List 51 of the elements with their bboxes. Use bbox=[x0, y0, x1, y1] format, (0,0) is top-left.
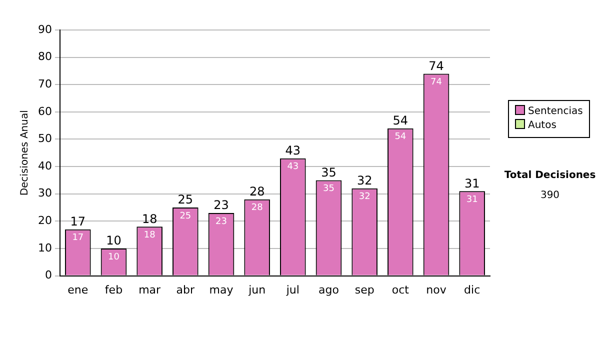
x-tick-label: mar bbox=[138, 283, 162, 296]
y-tick-label: 40 bbox=[38, 159, 52, 172]
y-tick-label: 30 bbox=[38, 186, 52, 200]
data-label: 25 bbox=[180, 211, 192, 222]
y-tick-label: 80 bbox=[38, 50, 52, 64]
total-label: 54 bbox=[392, 113, 408, 128]
data-label: 10 bbox=[108, 252, 120, 262]
data-label: 32 bbox=[358, 192, 370, 202]
x-tick-label: abr bbox=[176, 283, 196, 296]
total-label: 17 bbox=[70, 214, 86, 228]
x-tick-label: ago bbox=[318, 283, 340, 296]
total-label: 25 bbox=[178, 192, 194, 207]
x-tick-label: sep bbox=[354, 283, 374, 296]
total-label: 32 bbox=[356, 174, 372, 188]
y-tick-label: 50 bbox=[38, 132, 52, 146]
y-tick-label: 60 bbox=[38, 104, 52, 118]
y-tick-label: 10 bbox=[38, 241, 52, 254]
total-label: 23 bbox=[214, 198, 229, 212]
x-tick-label: jun bbox=[248, 283, 266, 296]
total-label: 74 bbox=[428, 58, 444, 73]
y-tick-label: 0 bbox=[44, 268, 52, 282]
data-label: 31 bbox=[466, 194, 478, 205]
x-tick-label: jul bbox=[285, 283, 300, 296]
total-label: 35 bbox=[321, 165, 336, 180]
y-tick-label: 90 bbox=[38, 22, 52, 36]
y-tick-label: 20 bbox=[38, 214, 52, 228]
total-label: 18 bbox=[142, 212, 158, 226]
data-label: 23 bbox=[216, 216, 227, 227]
x-tick-label: dic bbox=[464, 283, 480, 296]
total-label: 10 bbox=[106, 234, 122, 248]
legend-label: Sentencias bbox=[527, 105, 583, 119]
data-label: 43 bbox=[287, 162, 299, 172]
data-label: 17 bbox=[72, 233, 84, 244]
x-tick-label: oct bbox=[392, 283, 410, 296]
x-tick-label: ene bbox=[68, 283, 88, 296]
y-axis-title: Decisiones Anual bbox=[20, 110, 31, 196]
data-label: 18 bbox=[144, 230, 156, 240]
x-tick-label: may bbox=[209, 283, 234, 296]
data-label: 54 bbox=[394, 132, 406, 142]
total-label: 28 bbox=[249, 184, 265, 198]
x-tick-label: nov bbox=[426, 283, 447, 296]
text: Total Decisiones bbox=[503, 170, 597, 181]
data-label: 28 bbox=[251, 203, 264, 214]
data-label: 74 bbox=[430, 78, 442, 88]
data-label: 35 bbox=[323, 184, 334, 194]
total-label: 43 bbox=[285, 143, 301, 158]
x-tick-label: feb bbox=[104, 283, 123, 296]
legend-label: Autos bbox=[527, 119, 558, 133]
y-tick-label: 70 bbox=[38, 77, 52, 90]
text: 390 bbox=[539, 190, 561, 201]
total-label: 31 bbox=[464, 176, 480, 190]
